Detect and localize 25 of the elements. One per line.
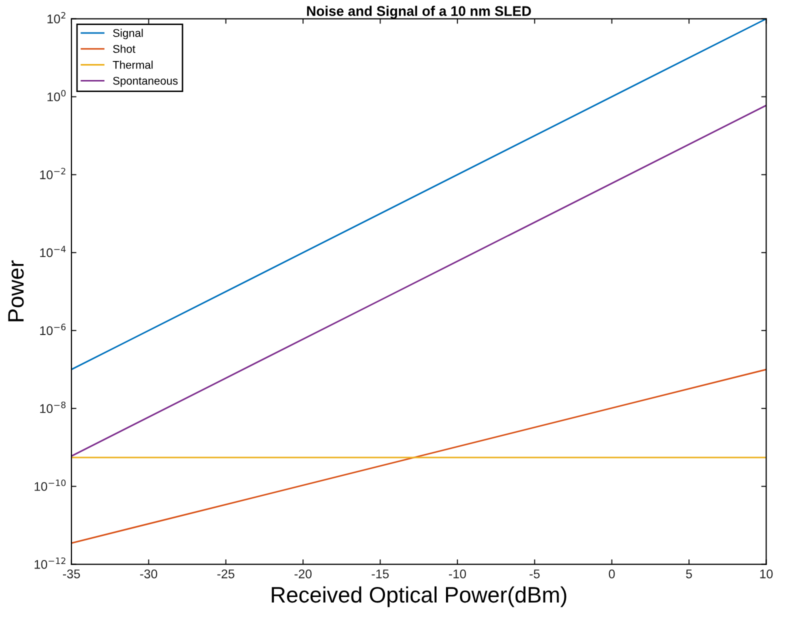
legend-label: Shot [113,44,136,53]
x-tick-label: -35 [62,569,80,578]
y-tick-label: 10$^{−10}$ [34,480,66,491]
x-tick-label: -30 [140,569,158,578]
x-tick-label: -25 [217,569,234,578]
x-tick-label: 10 [760,569,773,578]
x-tick-label: -20 [294,569,312,578]
legend-label: Signal [113,28,143,40]
x-tick-label: 0 [608,569,615,578]
x-tick-label: -5 [530,570,540,578]
legend-label: Thermal [112,60,153,69]
x-tick-label: 5 [686,570,692,578]
y-tick-label: 10$^{−8}$ [40,402,66,413]
chart-title: Noise and Signal of a 10 nm SLED [307,6,531,19]
x-tick-label: -15 [372,570,389,578]
y-tick-label: 10$^{−4}$ [40,246,66,258]
y-tick-label: 10$^{2}$ [48,12,66,24]
y-tick-label: 10$^{−6}$ [40,324,66,336]
x-axis-title: Received Optical Power(dBm) [272,586,566,608]
x-tick-label: -10 [448,569,466,578]
y-axis-title: Power [8,260,24,322]
y-tick-label: 10$^{0}$ [48,90,66,102]
y-tick-label: 10$^{−12}$ [34,557,66,569]
y-tick-label: 10$^{−2}$ [40,168,66,180]
legend-label: Spontaneous [113,76,178,87]
